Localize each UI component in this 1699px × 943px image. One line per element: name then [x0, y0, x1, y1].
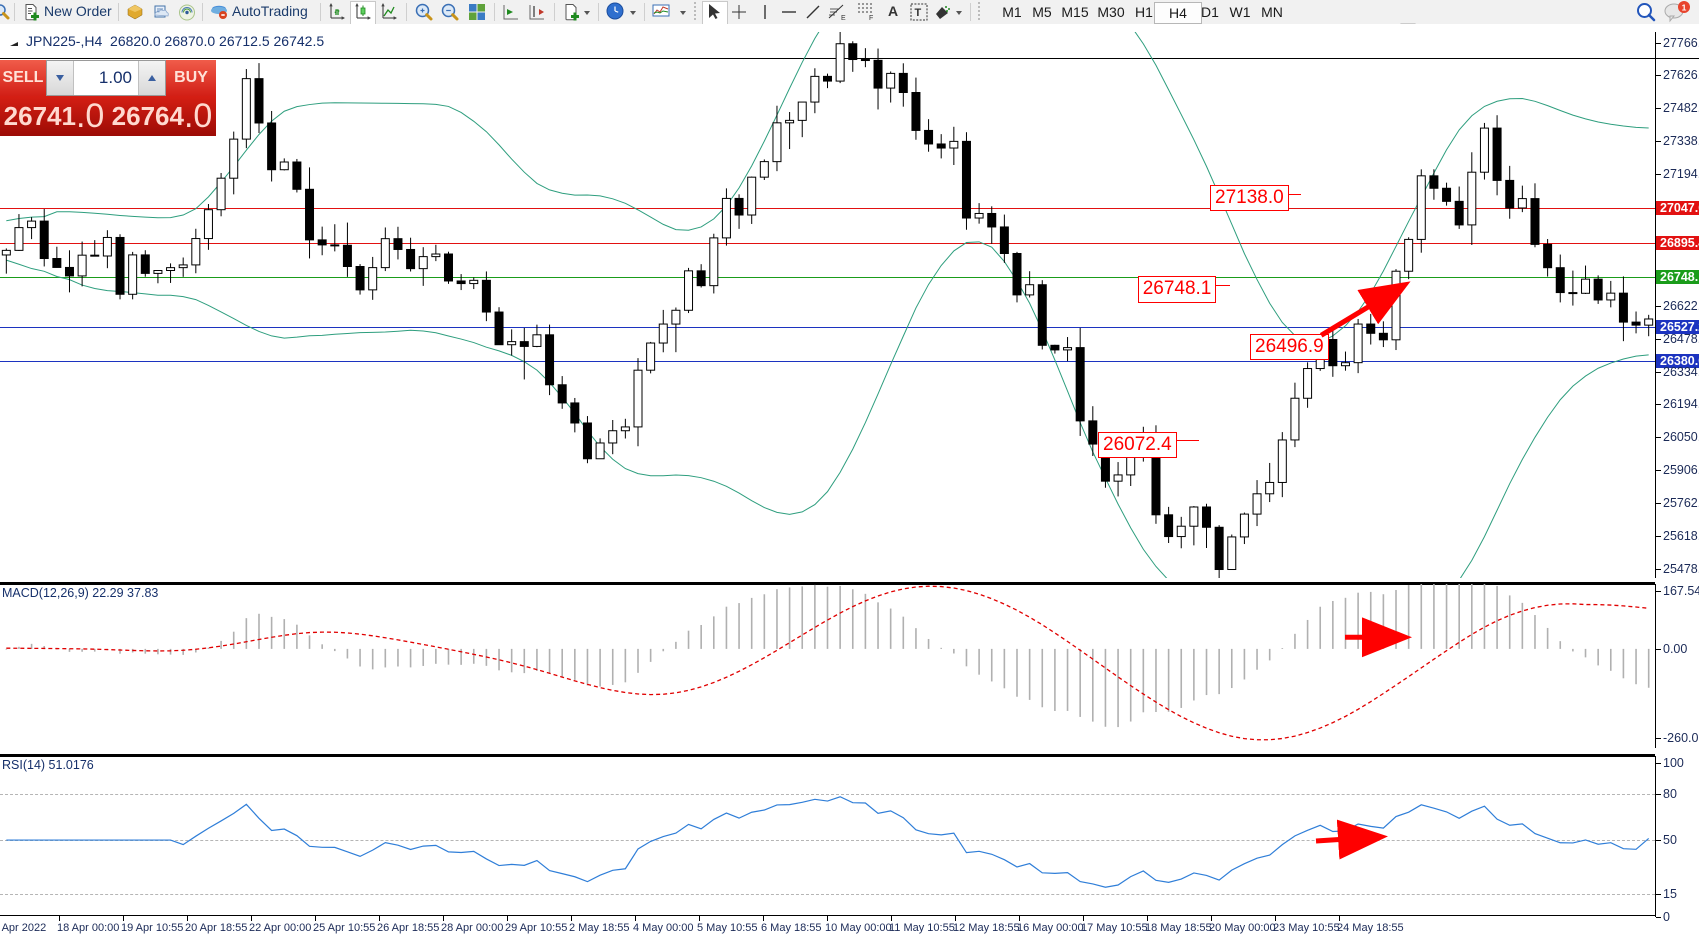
svg-text:1: 1: [1682, 2, 1687, 12]
svg-text:T: T: [915, 7, 922, 19]
svg-text:F: F: [869, 15, 873, 21]
svg-text:E: E: [841, 15, 846, 21]
